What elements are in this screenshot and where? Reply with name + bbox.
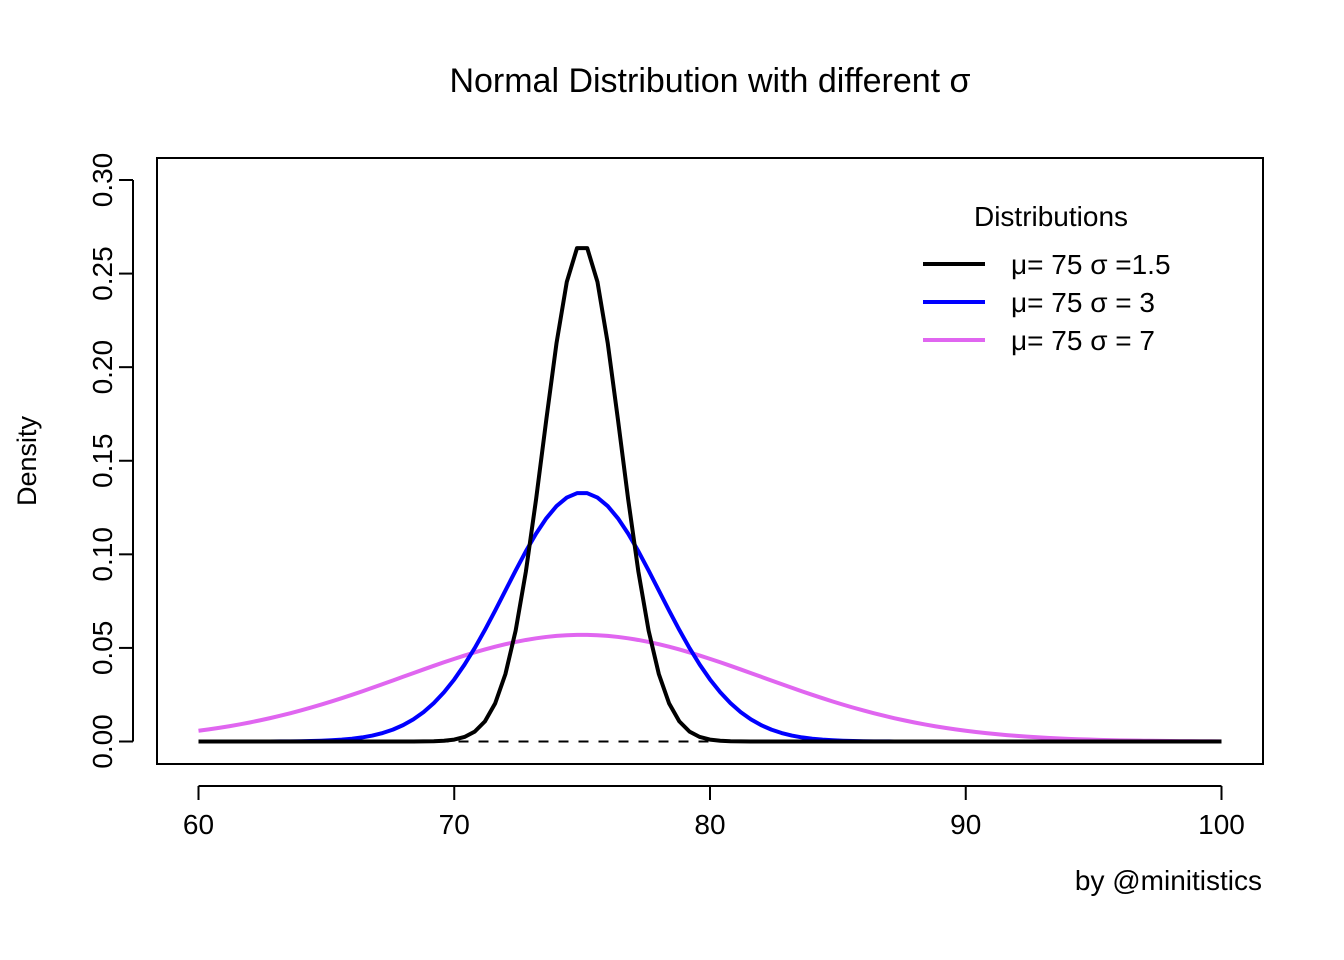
- legend-label: μ= 75 σ =1.5: [1011, 249, 1171, 280]
- y-tick-label: 0.05: [87, 621, 118, 676]
- x-tick-label: 90: [950, 809, 981, 840]
- chart-title: Normal Distribution with different σ: [449, 62, 970, 100]
- y-tick-label: 0.10: [87, 527, 118, 582]
- series-line: [198, 632, 1222, 744]
- y-axis: 0.00 0.05 0.10 0.15 0.20 0.25 0.30: [87, 153, 134, 769]
- y-tick-label: 0.15: [87, 434, 118, 489]
- y-tick-label: 0.30: [87, 153, 118, 208]
- legend-title: Distributions: [974, 201, 1128, 232]
- legend: Distributions μ= 75 σ =1.5 μ= 75 σ = 3 μ= …: [923, 201, 1171, 356]
- y-axis-title: Density: [12, 415, 42, 506]
- legend-label: μ= 75 σ = 3: [1011, 287, 1155, 318]
- series-line: [198, 491, 1222, 744]
- x-tick-label: 80: [694, 809, 725, 840]
- series-group: [198, 246, 1222, 744]
- y-tick-label: 0.00: [87, 714, 118, 769]
- x-tick-label: 100: [1198, 809, 1245, 840]
- x-axis: 60 70 80 90 100: [183, 785, 1245, 840]
- plot-frame: [156, 157, 1264, 765]
- x-tick-label: 70: [439, 809, 470, 840]
- legend-label: μ= 75 σ = 7: [1011, 325, 1155, 356]
- y-tick-label: 0.20: [87, 340, 118, 395]
- x-tick-label: 60: [183, 809, 214, 840]
- series-line: [198, 246, 1222, 744]
- credit-text: by @minitistics: [1075, 865, 1262, 896]
- y-tick-label: 0.25: [87, 246, 118, 301]
